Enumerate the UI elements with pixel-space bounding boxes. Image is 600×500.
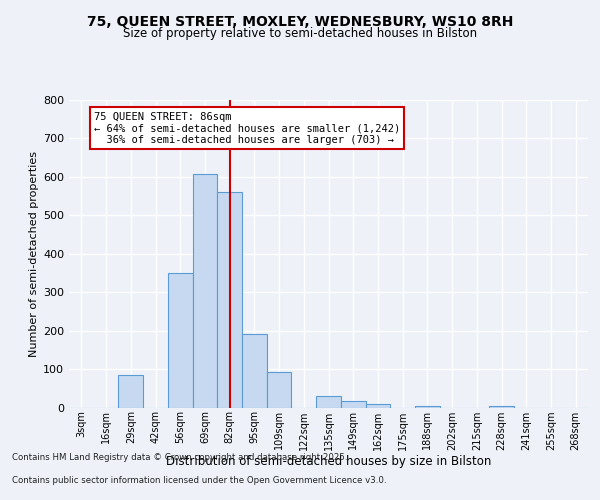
Bar	[217, 192, 242, 408]
Bar	[242, 334, 267, 407]
Bar	[168, 273, 193, 407]
Bar	[415, 406, 440, 407]
Text: Contains HM Land Registry data © Crown copyright and database right 2025.: Contains HM Land Registry data © Crown c…	[12, 454, 347, 462]
Text: Size of property relative to semi-detached houses in Bilston: Size of property relative to semi-detach…	[123, 28, 477, 40]
Bar	[193, 174, 217, 408]
Y-axis label: Number of semi-detached properties: Number of semi-detached properties	[29, 151, 39, 357]
Bar	[267, 372, 292, 408]
Bar	[341, 400, 365, 407]
X-axis label: Distribution of semi-detached houses by size in Bilston: Distribution of semi-detached houses by …	[166, 456, 491, 468]
Text: 75, QUEEN STREET, MOXLEY, WEDNESBURY, WS10 8RH: 75, QUEEN STREET, MOXLEY, WEDNESBURY, WS…	[87, 15, 513, 29]
Text: 75 QUEEN STREET: 86sqm
← 64% of semi-detached houses are smaller (1,242)
  36% o: 75 QUEEN STREET: 86sqm ← 64% of semi-det…	[94, 112, 400, 144]
Text: Contains public sector information licensed under the Open Government Licence v3: Contains public sector information licen…	[12, 476, 386, 485]
Bar	[365, 404, 390, 407]
Bar	[489, 406, 514, 408]
Bar	[118, 375, 143, 408]
Bar	[316, 396, 341, 407]
